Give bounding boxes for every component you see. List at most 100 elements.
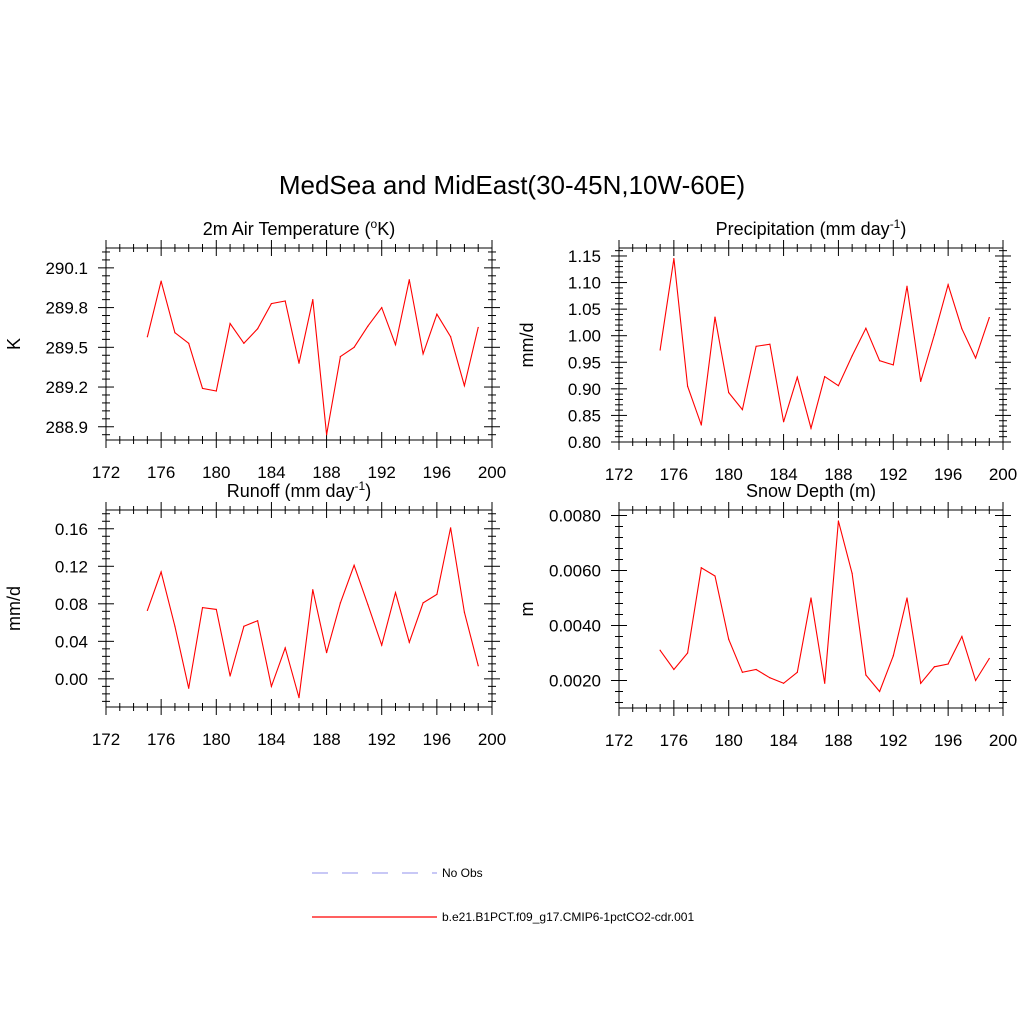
data-point	[700, 424, 702, 426]
legend-entry: No Obs	[312, 866, 483, 880]
data-point	[408, 641, 410, 643]
data-point	[714, 575, 716, 577]
data-point	[947, 663, 949, 665]
x-tick-label: 180	[202, 730, 230, 749]
x-tick-label: 188	[312, 730, 340, 749]
data-point	[796, 671, 798, 673]
y-tick-label: 0.00	[55, 670, 88, 689]
y-tick-label: 290.1	[45, 259, 88, 278]
data-point	[741, 408, 744, 411]
data-point	[160, 571, 162, 573]
data-point	[892, 655, 894, 657]
data-point	[741, 671, 744, 673]
y-tick-label: 0.04	[55, 632, 88, 651]
data-point	[201, 606, 204, 609]
x-tick-label: 196	[934, 731, 962, 750]
data-point	[422, 602, 424, 604]
data-point	[381, 306, 383, 309]
data-point	[298, 362, 300, 364]
data-point	[215, 608, 217, 611]
y-axis-label: m	[517, 602, 537, 617]
x-tick-label: 176	[660, 731, 688, 750]
y-tick-label: 0.0080	[549, 507, 601, 526]
y-tick-label: 1.00	[568, 327, 601, 346]
data-point	[728, 391, 730, 394]
y-tick-label: 1.05	[568, 300, 601, 319]
y-tick-label: 0.16	[55, 520, 88, 539]
data-point	[312, 299, 314, 301]
x-tick-label: 180	[715, 465, 743, 484]
data-point	[463, 385, 466, 387]
data-point	[824, 376, 826, 378]
data-point	[284, 647, 286, 649]
data-point	[947, 284, 949, 286]
data-point	[837, 385, 840, 387]
x-tick-label: 192	[368, 730, 396, 749]
x-tick-label: 192	[879, 465, 907, 484]
data-point	[755, 345, 757, 347]
data-point	[243, 625, 245, 627]
data-point	[659, 649, 661, 651]
data-point	[257, 328, 259, 330]
data-point	[988, 317, 990, 319]
y-tick-label: 0.0040	[549, 617, 601, 636]
data-point	[878, 690, 881, 693]
data-point	[422, 353, 424, 355]
data-point	[367, 604, 369, 606]
data-point	[408, 279, 410, 281]
x-tick-label: 172	[605, 465, 633, 484]
y-tick-label: 288.9	[45, 418, 88, 437]
data-point	[201, 387, 204, 389]
panel-title: 2m Air Temperature (oK)	[203, 217, 395, 239]
y-tick-label: 0.95	[568, 353, 601, 372]
data-point	[673, 258, 675, 260]
plot-frame	[105, 247, 493, 441]
data-point	[229, 675, 231, 677]
data-point	[353, 346, 355, 348]
data-point	[146, 609, 148, 611]
y-tick-label: 1.10	[568, 274, 601, 293]
x-tick-label: 200	[478, 463, 506, 482]
data-point	[920, 682, 922, 684]
data-point	[243, 342, 245, 344]
data-point	[933, 666, 936, 668]
data-point	[436, 593, 438, 596]
series-line	[146, 279, 479, 435]
data-point	[988, 657, 990, 660]
data-point	[174, 332, 176, 334]
data-point	[477, 665, 479, 667]
data-point	[686, 385, 689, 387]
y-tick-label: 289.8	[45, 299, 88, 318]
series-line	[659, 258, 990, 431]
data-point	[851, 572, 853, 574]
data-point	[906, 597, 908, 599]
x-tick-label: 180	[715, 731, 743, 750]
data-point	[837, 520, 840, 522]
data-point	[974, 357, 977, 359]
panel-title: Precipitation (mm day-1)	[716, 217, 907, 239]
data-point	[933, 334, 936, 336]
x-tick-label: 176	[147, 730, 175, 749]
y-axis-label: mm/d	[517, 323, 537, 368]
y-tick-label: 0.90	[568, 380, 601, 399]
data-point	[782, 682, 785, 684]
data-point	[188, 687, 190, 689]
data-point	[961, 635, 963, 638]
x-tick-label: 200	[478, 730, 506, 749]
x-tick-label: 196	[934, 465, 962, 484]
data-point	[270, 303, 273, 305]
data-point	[755, 668, 757, 671]
data-point	[188, 342, 190, 344]
data-point	[312, 589, 314, 591]
data-point	[659, 349, 661, 351]
data-point	[450, 336, 452, 338]
y-tick-label: 0.0020	[549, 672, 601, 691]
data-point	[325, 434, 328, 436]
data-point	[769, 677, 771, 679]
chart-panel: Runoff (mm day-1) mm/d 172 176 180 184 188 192 1…	[4, 479, 506, 749]
data-point	[394, 591, 397, 594]
y-axis-label: mm/d	[4, 586, 24, 631]
y-tick-label: 1.15	[568, 247, 601, 266]
plot-frame	[618, 509, 1004, 709]
